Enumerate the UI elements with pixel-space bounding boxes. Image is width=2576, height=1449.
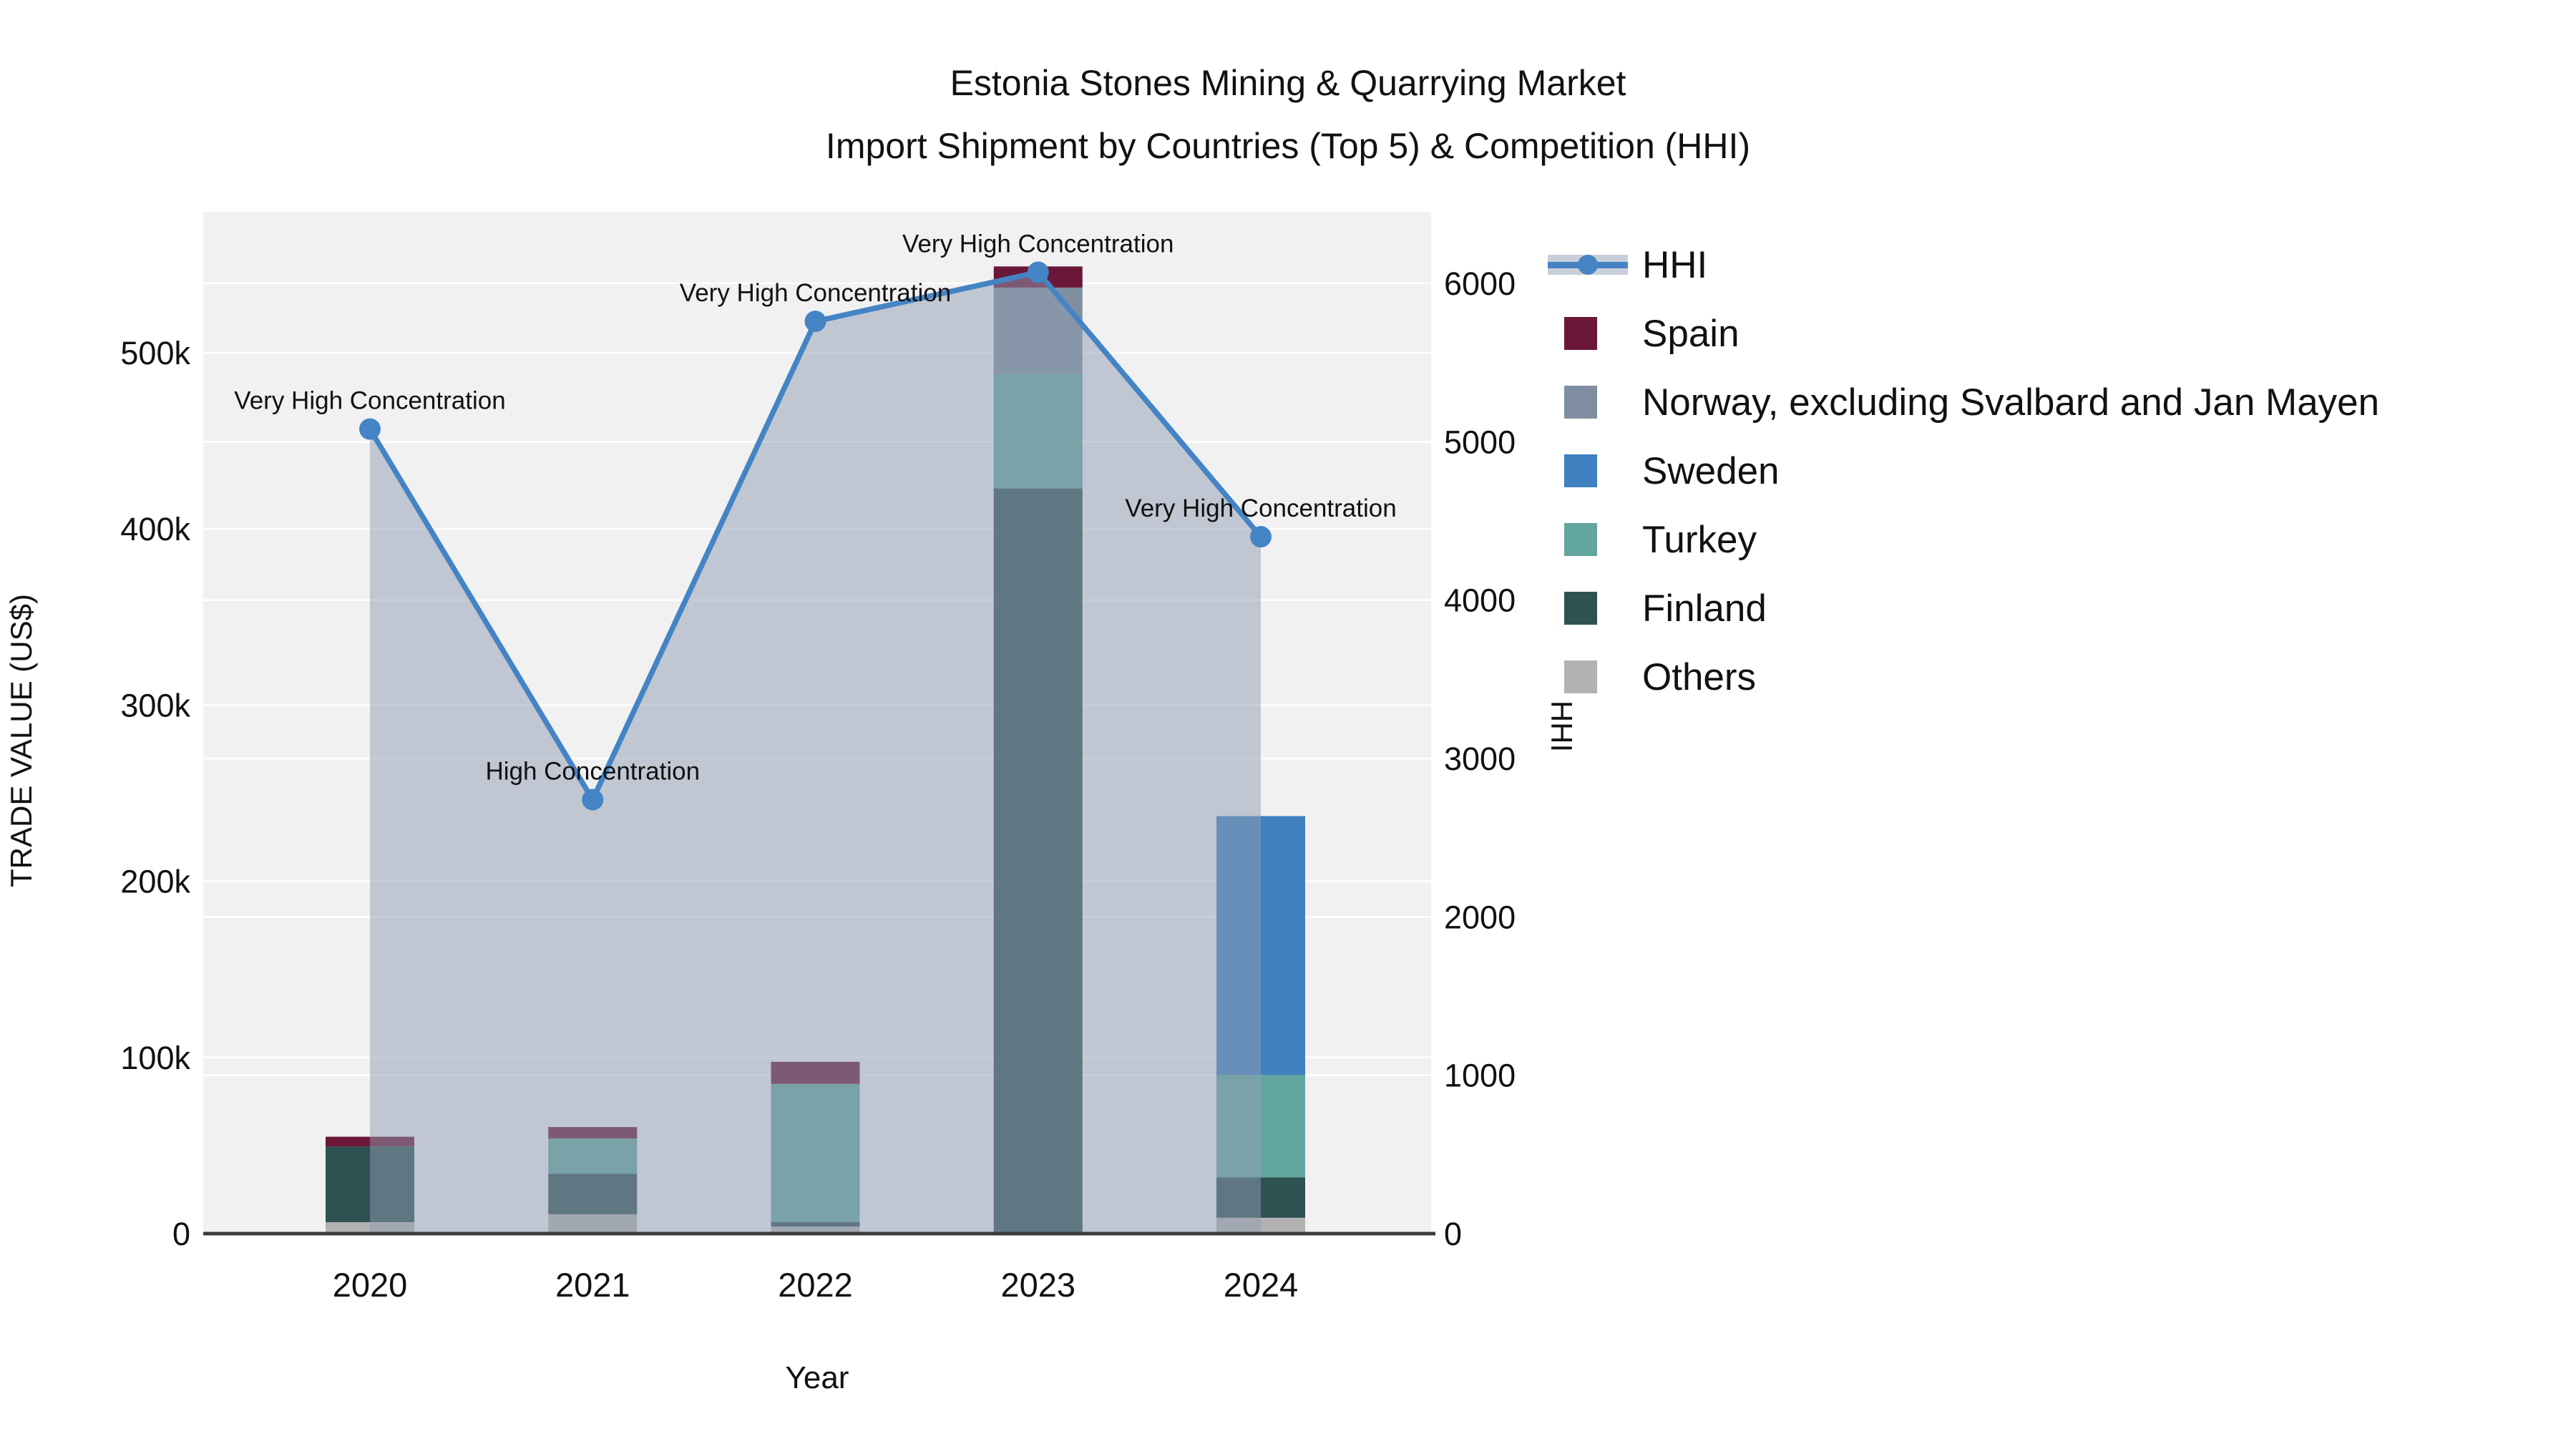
left-tick-label: 100k [120,1040,190,1076]
x-tick-label: 2023 [1000,1266,1075,1304]
x-tick-label: 2022 [778,1266,853,1304]
legend-label: Spain [1642,312,1740,355]
norway-swatch-icon [1564,386,1597,419]
right-tick-label: 4000 [1444,582,1516,619]
others-swatch-icon [1564,660,1597,693]
left-tick-label: 500k [120,335,190,371]
left-tick-label: 0 [172,1216,190,1252]
hhi-marker-2021[interactable] [582,789,604,811]
legend-item-others[interactable]: Others [1548,643,2379,711]
spain-swatch-icon [1564,317,1597,350]
legend-item-sweden[interactable]: Sweden [1548,436,2379,505]
annotation-2022: Very High Concentration [680,279,951,307]
hhi-area [370,272,1261,1234]
annotation-2021: High Concentration [485,758,700,786]
hhi-marker-2022[interactable] [804,311,826,333]
left-axis-title: TRADE VALUE (US$) [4,594,38,887]
chart-title: Estonia Stones Mining & Quarrying Market… [0,52,2576,177]
hhi-marker-2023[interactable] [1027,261,1049,283]
x-axis-title: Year [786,1360,849,1395]
finland-swatch-icon [1564,592,1597,625]
right-tick-label: 5000 [1444,424,1516,460]
hhi-marker-2020[interactable] [359,418,381,440]
hhi-marker-2024[interactable] [1250,526,1272,548]
x-tick-label: 2024 [1224,1266,1299,1304]
turkey-swatch-icon [1564,523,1597,556]
right-tick-label: 0 [1444,1216,1462,1252]
left-tick-label: 300k [120,687,190,723]
legend-label: Sweden [1642,449,1780,492]
legend-item-spain[interactable]: Spain [1548,299,2379,368]
legend-item-norway[interactable]: Norway, excluding Svalbard and Jan Mayen [1548,368,2379,436]
annotation-2020: Very High Concentration [234,387,505,415]
left-tick-label: 400k [120,511,190,547]
annotation-2023: Very High Concentration [902,230,1174,258]
x-tick-label: 2021 [555,1266,630,1304]
chart-title-line1: Estonia Stones Mining & Quarrying Market [950,63,1626,103]
legend-label: Turkey [1642,518,1757,561]
legend-label: Finland [1642,587,1767,630]
right-tick-label: 3000 [1444,741,1516,777]
right-tick-label: 2000 [1444,899,1516,935]
x-tick-label: 2020 [333,1266,408,1304]
right-tick-label: 1000 [1444,1058,1516,1094]
legend-item-finland[interactable]: Finland [1548,574,2379,643]
legend: HHI Spain Norway, excluding Svalbard and… [1548,230,2379,711]
legend-label: Others [1642,655,1757,698]
sweden-swatch-icon [1564,454,1597,487]
annotation-2024: Very High Concentration [1125,494,1396,522]
legend-label: Norway, excluding Svalbard and Jan Mayen [1642,381,2380,424]
legend-label: HHI [1642,243,1708,286]
legend-item-turkey[interactable]: Turkey [1548,505,2379,574]
right-tick-label: 6000 [1444,265,1516,302]
left-tick-label: 200k [120,864,190,900]
hhi-line-sample-icon [1548,251,1628,278]
chart-title-line2: Import Shipment by Countries (Top 5) & C… [825,126,1751,166]
legend-item-hhi[interactable]: HHI [1548,230,2379,299]
right-axis-title: HHI [1545,701,1579,752]
